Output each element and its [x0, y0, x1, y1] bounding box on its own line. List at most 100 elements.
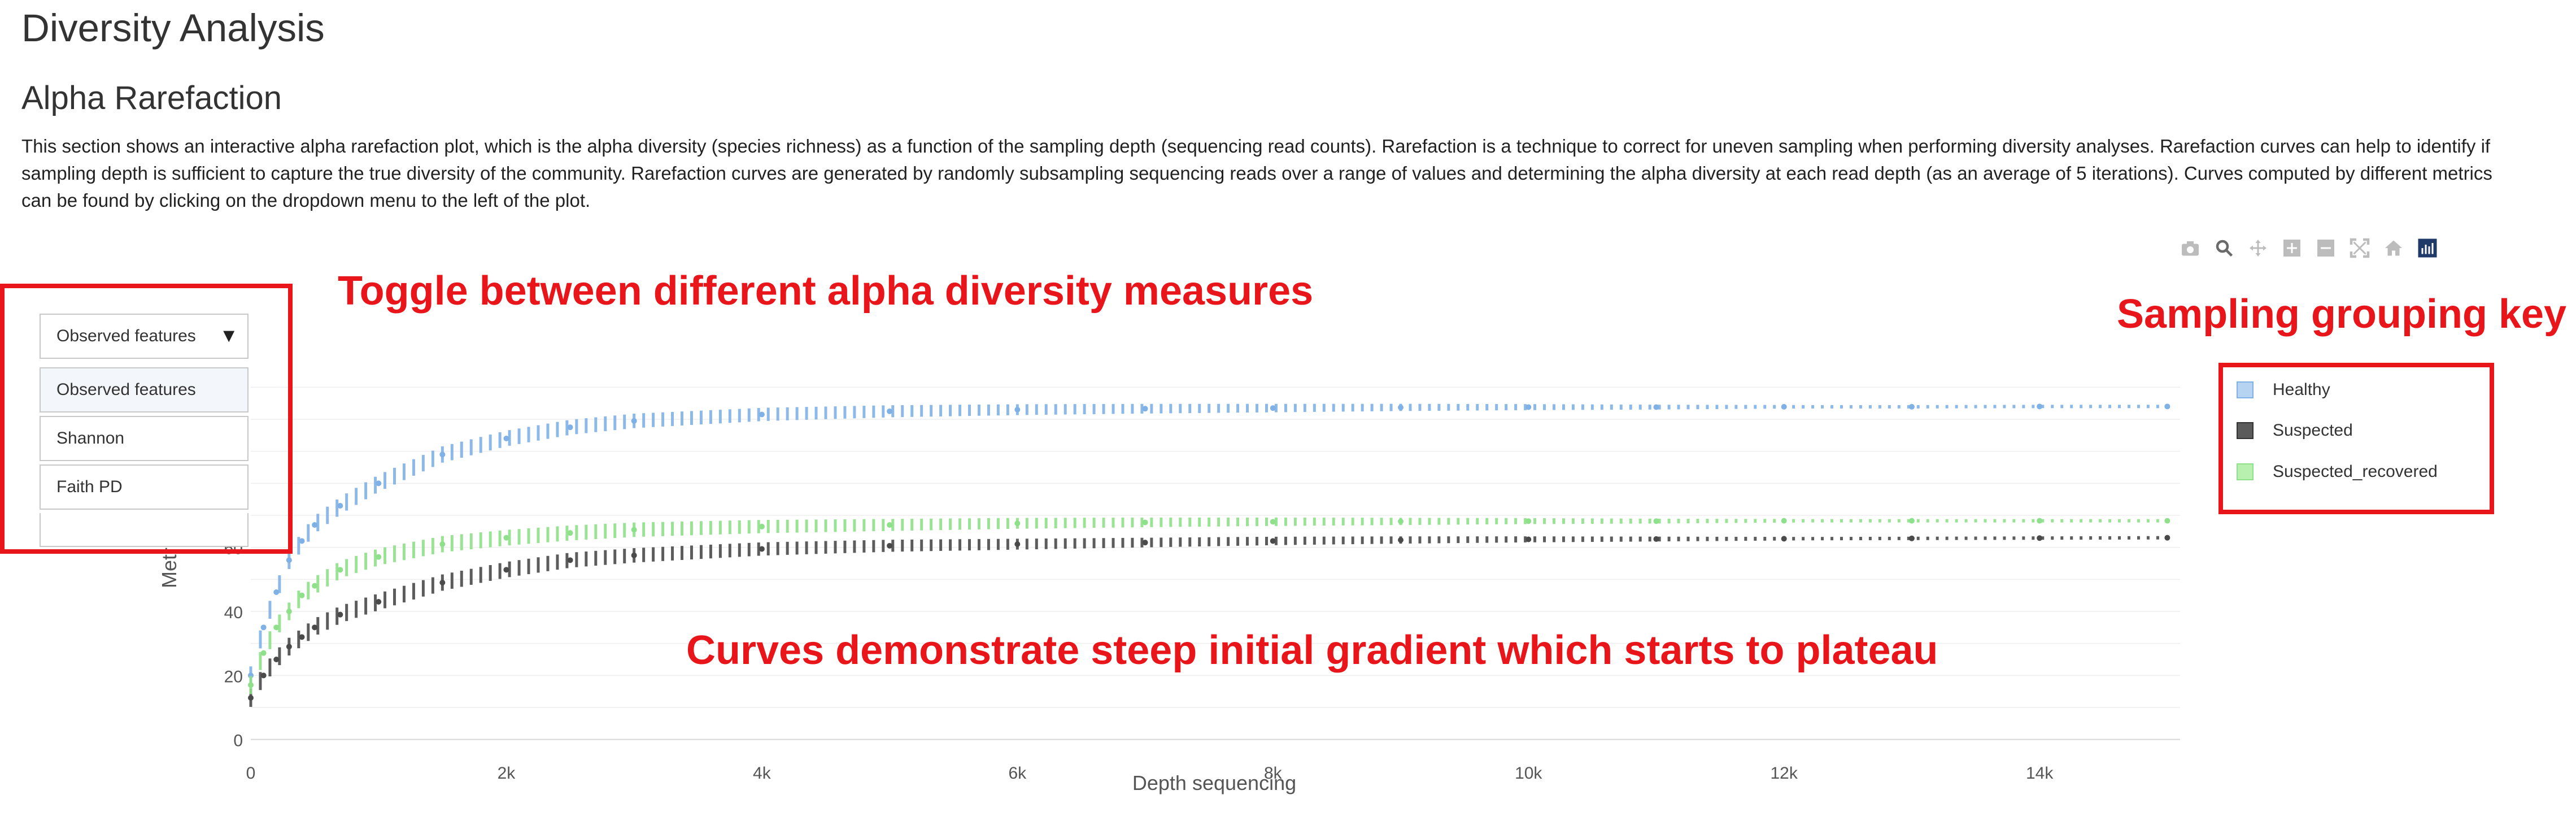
data-box: [604, 524, 607, 539]
data-box: [1380, 403, 1383, 411]
data-box: [1035, 539, 1038, 550]
data-box: [537, 557, 540, 573]
data-box: [1092, 538, 1096, 549]
data-box: [450, 444, 454, 461]
data-box: [814, 406, 818, 420]
data-box: [1686, 536, 1690, 541]
data-box: [335, 563, 339, 581]
data-box: [2070, 405, 2073, 409]
legend-item-healthy[interactable]: Healthy: [2237, 380, 2330, 400]
data-box: [1945, 405, 1949, 409]
data-box: [1409, 536, 1412, 544]
data-point: [887, 522, 893, 528]
data-box: [2022, 536, 2025, 540]
data-box: [441, 446, 444, 463]
metric-option-shannon[interactable]: Shannon: [40, 416, 249, 461]
data-box: [1322, 403, 1326, 412]
data-box: [278, 575, 281, 593]
data-box: [1217, 517, 1221, 527]
data-box: [891, 519, 895, 531]
zoom-out-icon[interactable]: [2316, 238, 2336, 258]
plotly-logo-icon[interactable]: [2417, 238, 2438, 258]
data-box: [738, 520, 741, 534]
autoscale-icon[interactable]: [2350, 238, 2370, 258]
data-box: [1600, 518, 1603, 524]
data-box: [1025, 518, 1028, 529]
data-box: [1840, 405, 1843, 409]
data-box: [1112, 518, 1115, 528]
data-box: [1303, 403, 1306, 412]
data-box: [1782, 405, 1786, 409]
data-box: [1284, 536, 1287, 545]
data-box: [1457, 403, 1460, 411]
data-box: [1706, 519, 1709, 523]
data-box: [469, 533, 473, 550]
data-box: [1552, 404, 1555, 410]
data-box: [498, 530, 502, 546]
data-box: [421, 580, 425, 597]
data-box: [1063, 538, 1067, 549]
data-box: [699, 545, 703, 559]
data-box: [1754, 519, 1757, 523]
data-box: [1227, 403, 1230, 413]
data-box: [968, 539, 971, 551]
data-box: [450, 572, 454, 589]
data-box: [402, 585, 406, 603]
data-box: [1543, 404, 1546, 410]
data-box: [2089, 536, 2093, 540]
data-box: [1073, 518, 1076, 528]
x-tick-label: 14k: [2026, 764, 2054, 783]
triangle-down-icon[interactable]: ▼: [219, 325, 238, 346]
data-box: [556, 554, 559, 570]
legend-item-suspected[interactable]: Suspected: [2237, 421, 2353, 440]
metric-option-observed[interactable]: Observed features: [40, 367, 249, 412]
pan-icon[interactable]: [2248, 238, 2268, 258]
data-box: [1821, 537, 1824, 541]
data-box: [1888, 519, 1891, 523]
home-icon[interactable]: [2383, 238, 2404, 258]
data-box: [1476, 536, 1479, 543]
data-box: [2022, 405, 2025, 409]
data-box: [1782, 537, 1786, 541]
data-box: [268, 601, 272, 619]
data-box: [1447, 403, 1450, 411]
data-box: [1227, 537, 1230, 546]
data-box: [1658, 536, 1661, 542]
camera-icon[interactable]: [2180, 238, 2200, 258]
metric-dropdown-selected[interactable]: Observed features ▼: [40, 314, 249, 359]
data-box: [2032, 405, 2035, 409]
data-box: [1840, 519, 1843, 523]
data-box: [1734, 405, 1738, 409]
data-box: [1322, 518, 1326, 526]
data-box: [1208, 517, 1211, 527]
data-box: [1667, 405, 1671, 410]
data-box: [412, 459, 415, 476]
data-box: [1571, 404, 1575, 410]
data-box: [1476, 403, 1479, 411]
data-box: [1907, 536, 1910, 540]
data-box: [1552, 536, 1555, 542]
data-box: [1763, 519, 1767, 523]
data-box: [1495, 518, 1498, 524]
page-title: Diversity Analysis: [21, 6, 325, 50]
data-box: [2099, 536, 2102, 540]
data-box: [1035, 404, 1038, 415]
data-box: [1868, 536, 1872, 540]
data-point: [273, 589, 280, 595]
data-box: [2137, 519, 2140, 523]
data-box: [527, 528, 530, 544]
zoom-icon[interactable]: [2214, 238, 2234, 258]
data-point: [337, 567, 343, 573]
data-box: [728, 409, 731, 423]
x-tick-label: 0: [246, 764, 256, 783]
data-box: [1140, 537, 1144, 548]
metric-option-faith-pd[interactable]: Faith PD: [40, 464, 249, 510]
data-box: [613, 549, 617, 565]
data-box: [585, 524, 588, 540]
data-box: [1140, 403, 1144, 414]
data-box: [374, 476, 377, 494]
data-point: [299, 538, 305, 544]
data-box: [259, 672, 262, 691]
legend-item-suspected-recovered[interactable]: Suspected_recovered: [2237, 462, 2438, 481]
zoom-in-icon[interactable]: [2282, 238, 2302, 258]
